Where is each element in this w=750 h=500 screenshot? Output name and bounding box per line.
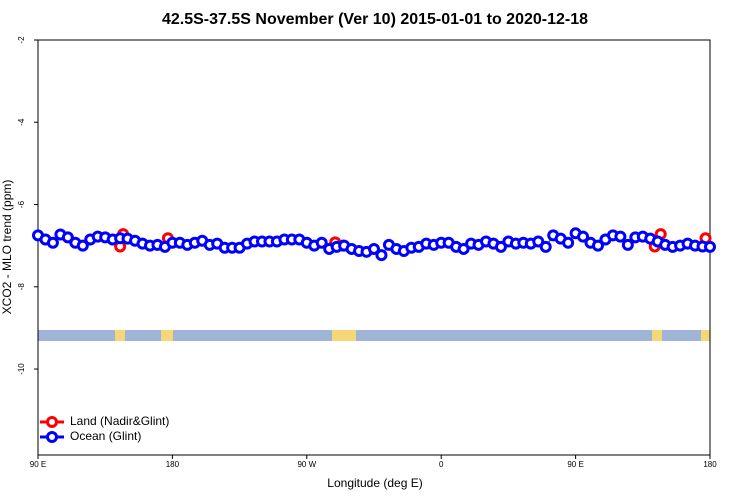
legend-marker <box>46 416 58 428</box>
land-patch <box>332 330 356 341</box>
y-axis-label: XCO2 - MLO trend (ppm) <box>0 180 14 315</box>
y-tick-label: -4 <box>17 118 26 126</box>
y-tick-label: -10 <box>17 363 26 375</box>
land-patch <box>161 330 173 341</box>
x-tick-label: 180 <box>703 460 717 469</box>
data-point <box>375 249 388 262</box>
data-point <box>704 240 716 253</box>
data-point <box>532 235 545 248</box>
data-point <box>46 236 59 249</box>
x-tick-label: 90 E <box>567 460 583 469</box>
data-point <box>76 239 89 252</box>
land-patch <box>652 330 662 341</box>
data-point <box>457 242 470 255</box>
land-patch <box>115 330 125 341</box>
land-mask-strip <box>38 330 710 341</box>
legend-marker <box>46 431 58 443</box>
data-point <box>539 240 552 253</box>
legend-label: Ocean (Glint) <box>70 429 141 443</box>
x-tick-label: 90 E <box>30 460 46 469</box>
data-point <box>621 238 634 251</box>
x-axis-label: Longitude (deg E) <box>327 476 422 490</box>
y-tick-label: -2 <box>17 36 26 44</box>
data-point <box>577 230 590 243</box>
x-tick-label: 180 <box>166 460 180 469</box>
ocean-strip <box>38 330 710 341</box>
land-patch <box>701 330 710 341</box>
data-point <box>592 239 604 252</box>
y-tick-label: -8 <box>17 283 26 291</box>
y-tick-label: -6 <box>17 200 26 208</box>
data-point <box>315 236 328 249</box>
legend-label: Land (Nadir&Glint) <box>70 414 169 428</box>
chart-title: 42.5S-37.5S November (Ver 10) 2015-01-01… <box>162 11 588 28</box>
data-point <box>562 236 575 249</box>
x-tick-label: 90 W <box>297 460 316 469</box>
x-tick-label: 0 <box>439 460 444 469</box>
data-point <box>61 231 74 244</box>
data-point <box>614 230 627 243</box>
data-point <box>368 242 380 255</box>
data-point <box>494 240 507 253</box>
